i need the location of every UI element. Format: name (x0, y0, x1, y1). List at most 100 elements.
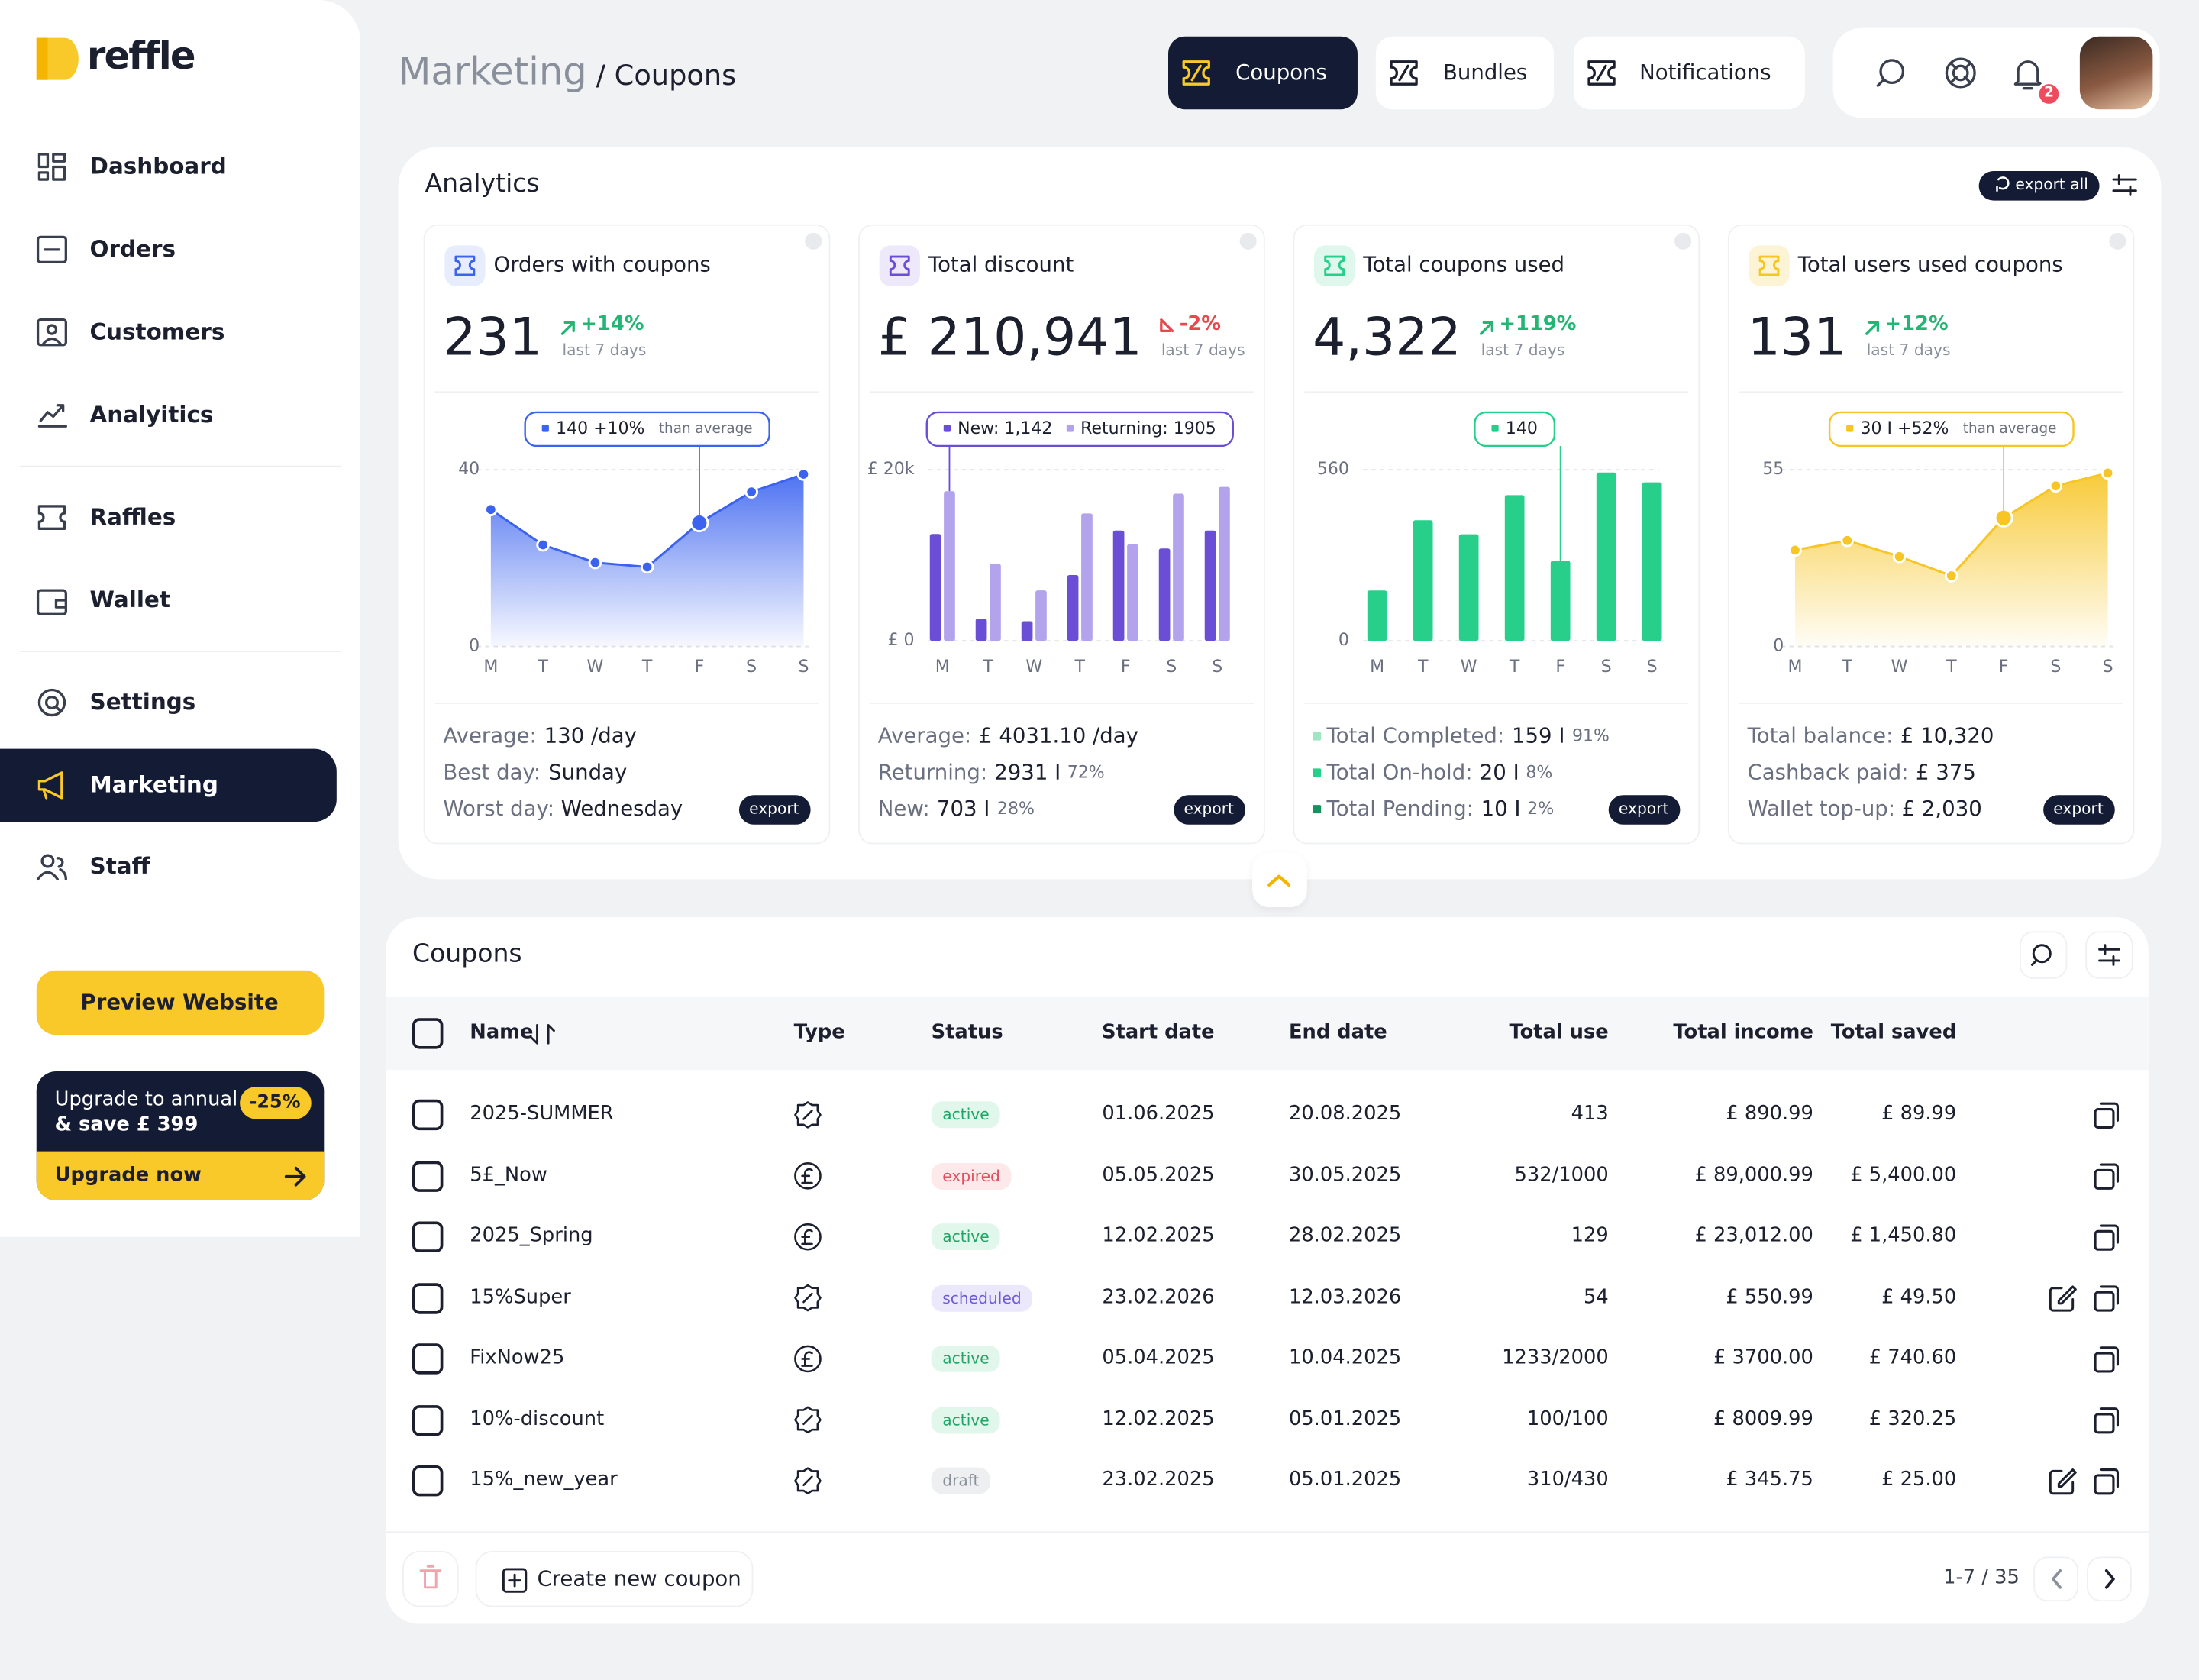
upgrade-cta[interactable] (36, 1151, 325, 1200)
delete-button[interactable] (402, 1551, 459, 1607)
point (640, 560, 654, 574)
search-button[interactable] (2019, 931, 2068, 979)
notification-badge: 2 (2044, 85, 2054, 101)
cell: 2025_Spring (470, 1224, 593, 1248)
filter-button[interactable] (2085, 931, 2133, 979)
type-icon (794, 1162, 822, 1190)
collapse-button[interactable] (1252, 852, 1307, 908)
point (2049, 479, 2063, 493)
support-icon (1945, 57, 1976, 89)
export-button[interactable] (2043, 795, 2115, 825)
nav-item[interactable]: Raffles (89, 503, 176, 531)
card-value: 131 (1747, 306, 1847, 367)
trend-arrow (1160, 318, 1174, 333)
checkbox[interactable] (412, 1018, 444, 1049)
card-icon-bg (879, 245, 920, 286)
checkbox[interactable] (412, 1221, 444, 1252)
create-button[interactable] (475, 1551, 754, 1607)
upgrade-cta-text[interactable]: Upgrade now (54, 1164, 202, 1187)
analytics-card (423, 224, 831, 845)
cell: 54 (1583, 1285, 1609, 1308)
export-button[interactable] (738, 795, 811, 825)
checkbox[interactable] (412, 1465, 444, 1497)
logo-mark (36, 37, 48, 80)
info-icon (1239, 232, 1257, 250)
tab[interactable] (1375, 36, 1555, 110)
nav-item[interactable]: Analyitics (89, 401, 214, 428)
tab-label[interactable]: Coupons (1235, 60, 1327, 86)
next-button[interactable] (2087, 1556, 2132, 1602)
tab-active[interactable] (1167, 36, 1358, 110)
bar (1550, 561, 1571, 641)
nav-item[interactable]: Wallet (89, 586, 170, 613)
nav-item[interactable]: Customers (89, 318, 225, 345)
checkbox[interactable] (412, 1282, 444, 1313)
stat-text: 28% (996, 798, 1035, 819)
card-change: +14% (580, 312, 644, 336)
export-label[interactable]: export (1618, 799, 1669, 818)
bar (1081, 513, 1093, 641)
export-label[interactable]: export (1183, 799, 1234, 818)
prev-button[interactable] (2033, 1556, 2079, 1602)
checkbox[interactable] (412, 1099, 444, 1131)
upgrade-badge-text: -25% (249, 1092, 301, 1113)
x-tick-label: S (2103, 657, 2113, 677)
copy-icon (2094, 1224, 2120, 1251)
stat-text: 20 I (1479, 759, 1519, 785)
footer-divider (386, 1531, 2149, 1533)
trash-icon (419, 1565, 442, 1589)
bar (1067, 574, 1079, 641)
tooltip-dot (541, 425, 549, 432)
table-header-bg (386, 997, 2149, 1071)
export-label[interactable]: export (2053, 799, 2104, 818)
stat-dot (1313, 732, 1322, 741)
card-period: last 7 days (1866, 341, 1951, 360)
create-label[interactable]: Create new coupon (537, 1565, 741, 1591)
cell: £ 25.00 (1881, 1468, 1957, 1491)
cell: £ 345.75 (1726, 1468, 1813, 1491)
export-button[interactable] (1174, 795, 1246, 825)
export-button[interactable] (1608, 795, 1681, 825)
stat-text: Total Pending: (1326, 796, 1474, 822)
nav-item[interactable]: Settings (89, 688, 196, 716)
checkbox[interactable] (412, 1343, 444, 1375)
cell: 05.05.2025 (1102, 1163, 1215, 1187)
trend-arrow (560, 321, 575, 335)
tooltip-dot (943, 425, 951, 432)
type-icon (794, 1101, 822, 1129)
preview-button[interactable] (36, 970, 325, 1035)
nav-item[interactable]: Staff (89, 852, 150, 880)
point (1892, 549, 1907, 564)
stat-text: 8% (1526, 762, 1553, 782)
export-all-label[interactable]: export all (2015, 175, 2088, 194)
nav-item[interactable]: Orders (89, 235, 176, 263)
tooltip-box (1828, 411, 2075, 447)
x-tick-label: W (1891, 657, 1908, 677)
cell: 05.01.2025 (1288, 1407, 1402, 1430)
cell: 20.08.2025 (1288, 1102, 1402, 1126)
card-title: Total discount (928, 251, 1074, 277)
nav-item[interactable]: Marketing (89, 771, 218, 798)
bar (1173, 493, 1184, 641)
y-tick-label: 560 (1317, 460, 1349, 479)
cell: £ 89,000.99 (1694, 1163, 1813, 1187)
column-header: Status (931, 1021, 1003, 1044)
cell: 12.02.2025 (1102, 1224, 1215, 1248)
tab[interactable] (1573, 36, 1805, 110)
export-label[interactable]: export (749, 799, 799, 818)
checkbox[interactable] (412, 1160, 444, 1192)
checkbox[interactable] (412, 1404, 444, 1436)
x-tick-label: S (1166, 657, 1177, 677)
status-pill: active (931, 1223, 1001, 1251)
export-all-button[interactable] (1978, 171, 2100, 201)
nav-item[interactable]: Dashboard (89, 153, 227, 180)
column-header[interactable]: Name (470, 1021, 534, 1044)
tab-label[interactable]: Notifications (1639, 60, 1771, 86)
nav-active-bg[interactable] (0, 748, 337, 822)
avatar[interactable] (2079, 36, 2153, 110)
tooltip-dot (1491, 425, 1499, 432)
tab-label[interactable]: Bundles (1442, 60, 1528, 86)
x-tick-label: W (1461, 657, 1477, 677)
stat-text: Total Completed: (1326, 722, 1505, 748)
